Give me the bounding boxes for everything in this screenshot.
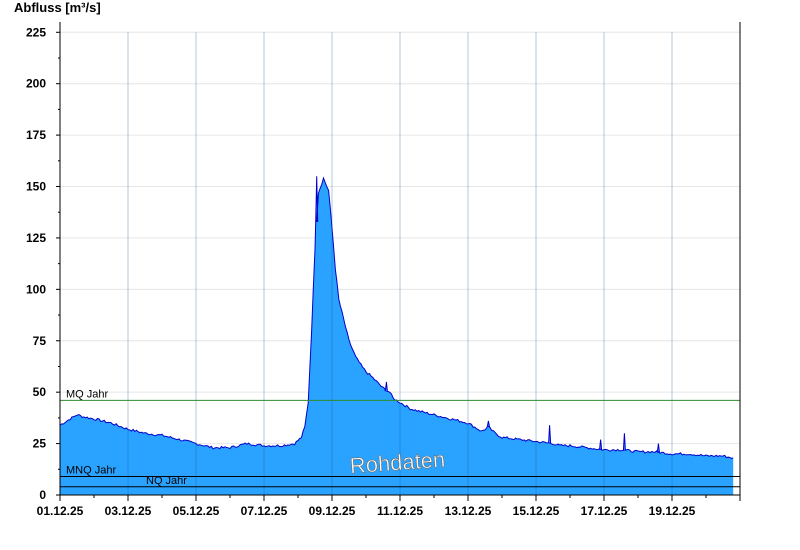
y-tick-label: 100 [26,282,46,296]
x-tick-label: 17.12.25 [581,504,628,518]
x-tick-label: 09.12.25 [309,504,356,518]
y-tick-label: 50 [33,385,47,399]
x-tick-label: 03.12.25 [105,504,152,518]
y-tick-label: 75 [33,334,47,348]
ref-line-label: MNQ Jahr [66,464,116,476]
y-tick-label: 0 [39,488,46,502]
discharge-line [59,176,734,459]
y-axis-label: Abfluss [m³/s] [14,0,101,15]
hydrograph-area [59,32,734,495]
x-tick-label: 11.12.25 [377,504,423,518]
ref-line-label: MQ Jahr [66,388,109,400]
y-tick-label: 125 [26,231,46,245]
discharge-area [60,176,734,495]
y-tick-label: 25 [33,437,47,451]
x-tick-label: 19.12.25 [649,504,696,518]
y-tick-label: 200 [26,77,46,91]
x-tick-label: 07.12.25 [241,504,288,518]
x-tick-label: 05.12.25 [173,504,220,518]
ref-line-label: NQ Jahr [146,475,187,487]
y-tick-label: 175 [26,128,46,142]
x-tick-label: 01.12.25 [37,504,84,518]
reference-lines: MQ Jahr MNQ Jahr NQ Jahr [60,388,740,488]
y-tick-label: 225 [26,25,46,39]
axes: 0 25 50 75 100 125 150 175 200 225 01.12.25 03.12.2… [26,22,741,518]
y-tick-label: 150 [26,180,46,194]
x-tick-label: 13.12.25 [445,504,492,518]
x-tick-label: 15.12.25 [513,504,560,518]
